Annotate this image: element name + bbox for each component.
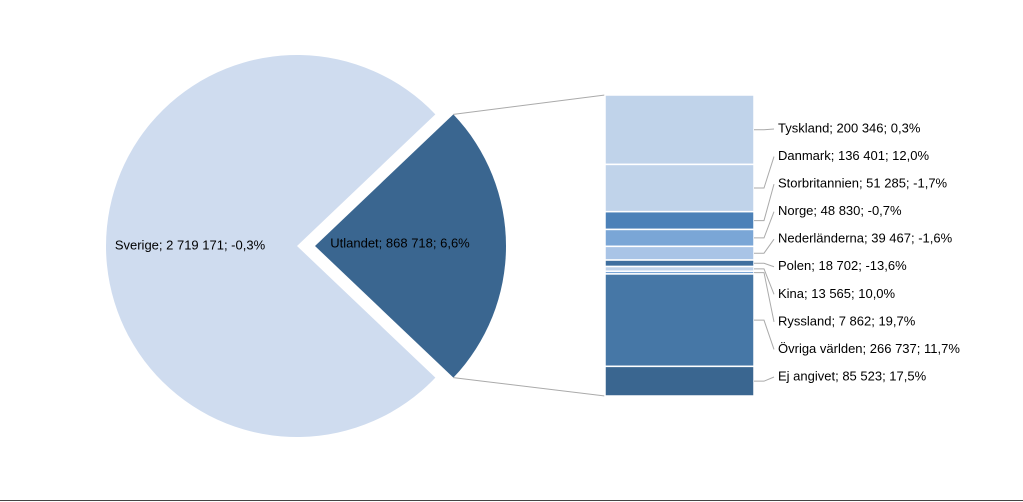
leader-line <box>754 238 775 254</box>
connector <box>453 377 606 397</box>
bar-segment <box>604 210 755 231</box>
leader-line <box>754 262 775 268</box>
bar-label: Polen; 18 702; -13,6% <box>778 258 907 273</box>
bar-label: Ej angivet; 85 523; 17,5% <box>778 368 927 383</box>
bar-label: Kina; 13 565; 10,0% <box>778 286 896 301</box>
leader-line <box>754 183 775 222</box>
bar-label: Norge; 48 830; -0,7% <box>778 203 902 218</box>
pie-slice <box>315 114 506 378</box>
bar-segment <box>604 273 755 368</box>
bar-segment <box>604 228 755 248</box>
bar-label: Tyskland; 200 346; 0,3% <box>778 120 921 135</box>
pie-slice <box>106 55 436 437</box>
bar-segment <box>604 259 755 268</box>
bar-segment <box>604 163 755 213</box>
leader-line <box>754 211 775 239</box>
bar-label: Ryssland; 7 862; 19,7% <box>778 313 916 328</box>
bar-label: Storbritannien; 51 285; -1,7% <box>778 176 948 191</box>
bar-label: Nederländerna; 39 467; -1,6% <box>778 231 953 246</box>
bar-segment <box>604 365 755 397</box>
pie-label: Sverige; 2 719 171; -0,3% <box>115 237 266 252</box>
connector <box>453 94 606 115</box>
bar-label: Danmark; 136 401; 12,0% <box>778 148 929 163</box>
bar-segment <box>604 245 755 261</box>
leader-line <box>754 156 775 189</box>
bar-label: Övriga världen; 266 737; 11,7% <box>778 341 960 356</box>
bar-segment <box>604 94 755 166</box>
leader-line <box>754 376 775 382</box>
leader-line <box>754 319 775 350</box>
pie-label: Utlandet; 868 718; 6,6% <box>330 235 470 250</box>
leader-line <box>754 272 775 322</box>
leader-line <box>754 268 775 295</box>
leader-line <box>754 128 775 131</box>
